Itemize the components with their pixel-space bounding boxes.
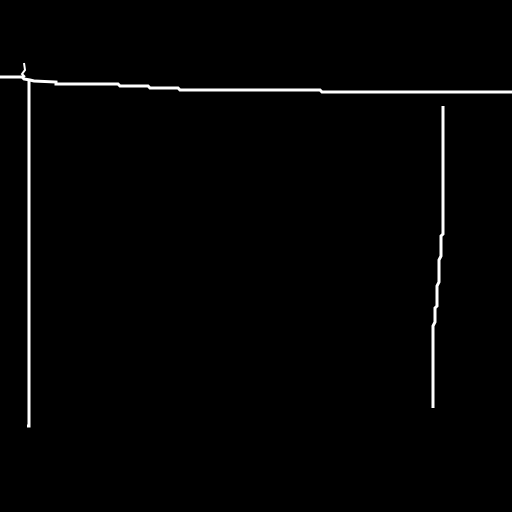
top-edge-line [0,75,512,94]
right-vertical-line [431,106,445,408]
left-corner-tick [20,62,27,78]
left-vertical-line [27,80,31,428]
